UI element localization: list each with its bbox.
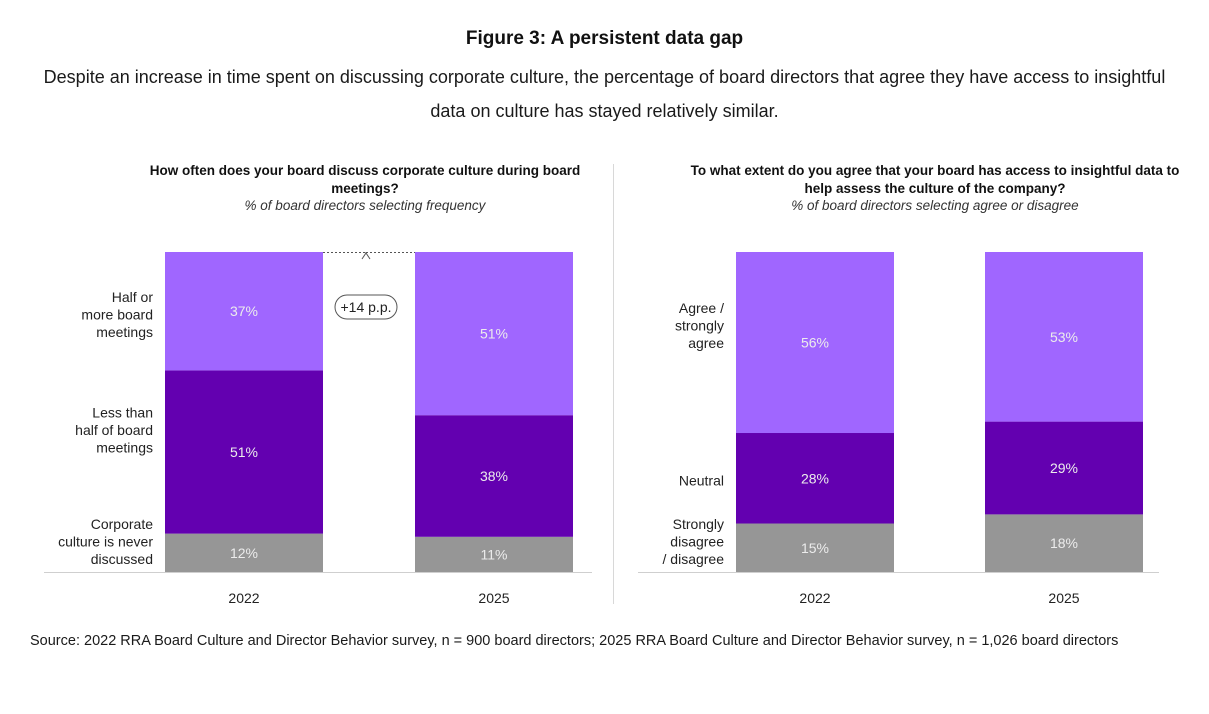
chart-0-bar-2022-half-or-more-board-meetings [165, 252, 323, 371]
chart-1-tick-label: 2025 [1048, 590, 1079, 606]
chart-1-bar-2022-neutral [736, 433, 894, 524]
legend-label-line: Agree / [679, 300, 724, 316]
figure-subtitle: Despite an increase in time spent on dis… [43, 67, 1166, 121]
chart-1-bar-2022-agree-strongly-agree [736, 252, 894, 434]
chart-0-tick-label: 2022 [228, 590, 259, 606]
legend-label-line: Less than [92, 405, 153, 421]
annotation-pill [334, 294, 398, 320]
chart-0-bar-2025-half-or-more-board-meetings [415, 252, 573, 416]
legend-label-line: Half or [112, 289, 154, 305]
legend-label-line: discussed [91, 551, 153, 567]
legend-label-line: Strongly [673, 516, 724, 532]
chart-1-bar-2025-strongly-disagree-disagree [985, 514, 1143, 572]
chart-divider [613, 164, 614, 604]
chart-0-legend-label: Corporate culture is never discussed [58, 516, 153, 567]
chart-1-data-label: 28% [801, 470, 829, 486]
chart-0-bar-2022-less-than-half-of-board-meetings [165, 370, 323, 534]
legend-label-line: meetings [96, 440, 153, 456]
chart-0-data-label: 37% [230, 303, 258, 319]
chart-1-data-label: 56% [801, 335, 829, 351]
chart-1-tick-label: 2022 [799, 590, 830, 606]
right-chart-title: To what extent do you agree that your bo… [690, 163, 1180, 196]
legend-label-line: Neutral [679, 473, 724, 489]
chart-1-data-label: 53% [1050, 329, 1078, 345]
legend-label-line: strongly [675, 318, 724, 334]
legend-label-line: meetings [96, 324, 153, 340]
chart-1-legend-label: Strongly disagree / disagree [663, 516, 725, 567]
chart-0-data-label: 51% [230, 444, 258, 460]
right-chart-header: To what extent do you agree that your bo… [680, 162, 1190, 215]
legend-label-line: half of board [75, 422, 153, 438]
annotation-label: +14 p.p. [341, 299, 392, 315]
source-note: Source: 2022 RRA Board Culture and Direc… [30, 633, 1119, 649]
chart-0-tick-label: 2025 [478, 590, 509, 606]
chart-1-bar-2025-agree-strongly-agree [985, 252, 1143, 422]
chart-0-legend-label: Less than half of board meetings [75, 405, 153, 456]
chart-0-data-label: 12% [230, 545, 258, 561]
chart-1-bar-2025-neutral [985, 421, 1143, 515]
chart-1-legend-label: Agree / strongly agree [675, 300, 724, 351]
left-chart-header: How often does your board discuss corpor… [140, 162, 590, 215]
chart-0-bar-2025-corporate-culture-is-never-discussed [415, 536, 573, 572]
figure-title: Figure 3: A persistent data gap [465, 28, 744, 49]
annotation-arrow-head [361, 252, 371, 260]
chart-1-legend-label: Neutral [679, 473, 724, 489]
chart-1-bar-2022-strongly-disagree-disagree [736, 523, 894, 572]
chart-0-legend-label: Half or more board meetings [81, 289, 153, 340]
chart-0-data-label: 11% [481, 546, 508, 562]
left-chart-subtitle: % of board directors selecting frequency [244, 198, 486, 213]
chart-1-data-label: 18% [1050, 535, 1078, 551]
legend-label-line: / disagree [663, 551, 725, 567]
left-chart-title: How often does your board discuss corpor… [149, 163, 581, 196]
chart-0-bar-2025-less-than-half-of-board-meetings [415, 415, 573, 537]
legend-label-line: more board [81, 307, 153, 323]
chart-0-bar-2022-corporate-culture-is-never-discussed [165, 533, 323, 572]
chart-1-data-label: 29% [1050, 460, 1078, 476]
legend-label-line: disagree [670, 534, 724, 550]
legend-label-line: agree [688, 335, 724, 351]
chart-1-data-label: 15% [801, 540, 829, 556]
chart-0-data-label: 38% [480, 468, 508, 484]
chart-0-data-label: 51% [480, 326, 508, 342]
right-chart-subtitle: % of board directors selecting agree or … [791, 198, 1079, 213]
legend-label-line: culture is never [58, 534, 153, 550]
legend-label-line: Corporate [91, 516, 153, 532]
